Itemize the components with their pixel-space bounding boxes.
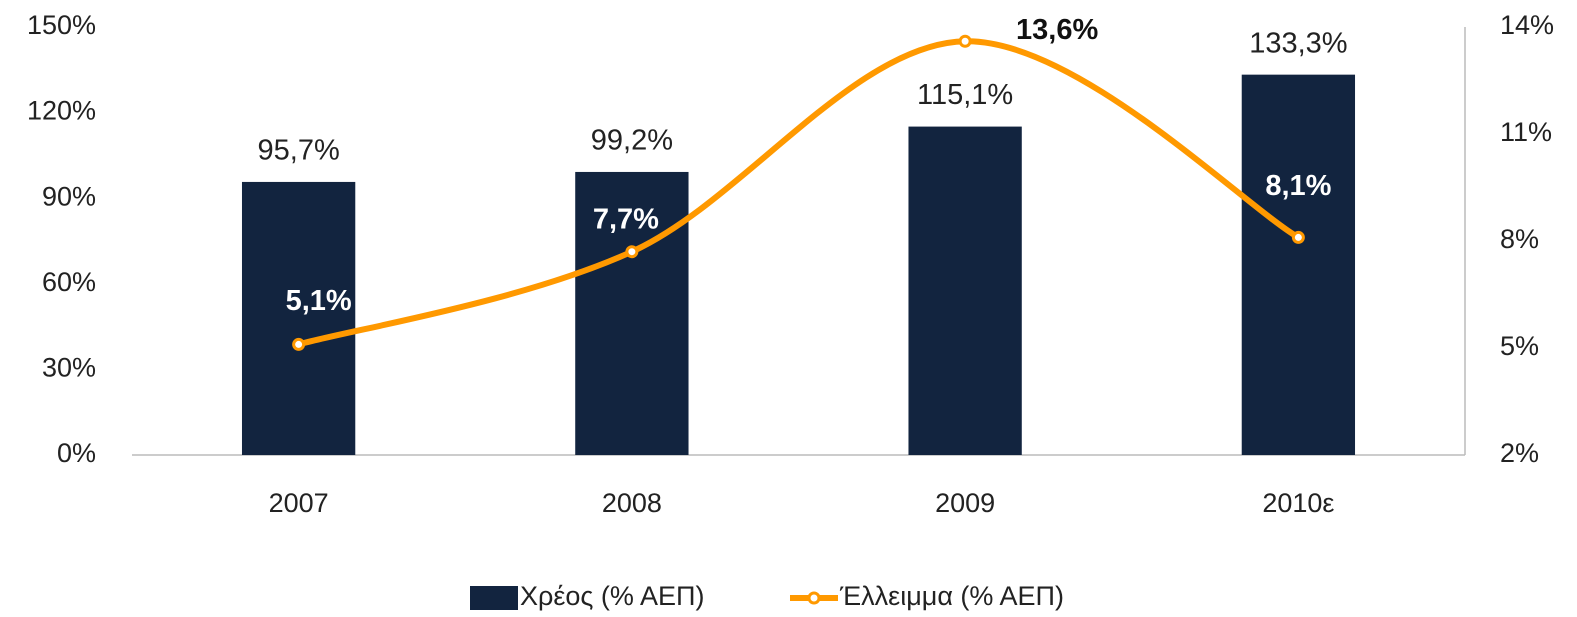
legend-label: Έλλειμμα (% ΑΕΠ) <box>839 581 1064 611</box>
x-tick-label: 2010ε <box>1262 488 1334 518</box>
y-tick-label: 60% <box>42 267 96 297</box>
y-tick-label: 150% <box>27 10 96 40</box>
y-tick-label: 30% <box>42 353 96 383</box>
data-label: 99,2% <box>591 125 673 157</box>
legend-marker <box>807 591 821 605</box>
y-tick-label: 0% <box>57 438 96 468</box>
data-label: 5,1% <box>286 285 352 317</box>
bar <box>1241 74 1356 455</box>
y-tick-label: 120% <box>27 96 96 126</box>
line-marker <box>292 337 306 351</box>
y2-tick-label: 11% <box>1500 117 1552 147</box>
x-tick-label: 2009 <box>935 488 995 518</box>
data-label: 8,1% <box>1265 170 1331 202</box>
y-tick-label: 90% <box>42 181 96 211</box>
data-label: 115,1% <box>917 79 1013 111</box>
data-label: 95,7% <box>258 135 340 167</box>
x-tick-label: 2008 <box>602 488 662 518</box>
line-marker <box>1291 230 1305 244</box>
line <box>297 38 1300 348</box>
bar <box>241 181 356 455</box>
line-marker <box>958 34 972 48</box>
bar <box>908 126 1022 456</box>
y2-tick-label: 14% <box>1500 10 1554 40</box>
legend-swatch <box>470 586 518 610</box>
legend-label: Χρέος (% ΑΕΠ) <box>520 581 704 611</box>
x-tick-label: 2007 <box>269 488 329 518</box>
data-label: 133,3% <box>1249 27 1347 59</box>
y2-tick-label: 2% <box>1500 438 1539 468</box>
data-label: 7,7% <box>593 203 659 235</box>
data-label: 13,6% <box>1016 14 1098 46</box>
y2-tick-label: 5% <box>1500 331 1539 361</box>
line-marker <box>625 245 639 259</box>
y2-tick-label: 8% <box>1500 224 1539 254</box>
bar <box>575 171 689 455</box>
